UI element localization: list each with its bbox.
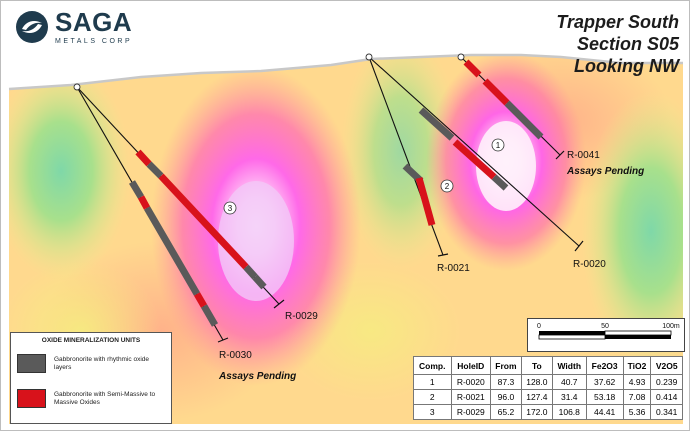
scale-label-100: 100m <box>662 323 680 330</box>
intercept-segment <box>243 264 258 280</box>
intercept-segment <box>463 59 482 78</box>
topography-line <box>8 53 683 91</box>
hole-label-r-0029: R-0029 <box>285 311 318 322</box>
legend-item-rhythmic: Gabbronorite with rhythmic oxide layers <box>17 354 159 373</box>
hole-labels: R-0029 R-0030 Assays Pending R-0021 R-0020 R-… <box>218 150 644 382</box>
intercept-segment <box>158 173 249 270</box>
company-logo: SAGA METALS CORP <box>15 9 132 45</box>
table-cell: 65.2 <box>489 404 522 420</box>
assays-pending-note: Assays Pending <box>566 166 644 177</box>
composite-marker-circle <box>440 179 454 193</box>
table-cell: 4.93 <box>622 374 652 390</box>
table-cell: 2 <box>413 389 452 405</box>
table-row: 2 R-0021 96.0 127.4 31.4 53.18 7.08 0.41… <box>413 389 683 405</box>
intercept-segment <box>491 174 509 191</box>
table-cell: 1 <box>413 374 452 390</box>
table-cell: 0.239 <box>650 374 683 390</box>
intercept-segment <box>482 78 510 106</box>
table-row: 3 R-0029 65.2 172.0 106.8 44.41 5.36 0.3… <box>413 404 683 420</box>
composite-marker-circle <box>491 138 505 152</box>
composite-marker-number: 2 <box>445 182 450 191</box>
assay-table-header: Comp. HoleID From To Width Fe2O3 TiO2 V2… <box>413 356 683 375</box>
table-row: 1 R-0020 87.3 128.0 40.7 37.62 4.93 0.23… <box>413 374 683 390</box>
table-cell: 106.8 <box>551 404 587 420</box>
mineralization-intercepts <box>128 59 544 327</box>
composite-marker-circle <box>223 201 237 215</box>
table-cell: 40.7 <box>551 374 587 390</box>
table-cell: 172.0 <box>520 404 553 420</box>
col-holeid: HoleID <box>450 356 491 375</box>
section-title-line2: Section S05 <box>576 34 679 54</box>
intercept-segment <box>137 195 151 210</box>
col-from: From <box>489 356 522 375</box>
saga-emblem-icon <box>16 11 48 43</box>
hole-label-r-0021: R-0021 <box>437 263 470 274</box>
legend-swatch-rhythmic <box>17 354 46 373</box>
intercept-segment <box>193 292 208 308</box>
legend-title: OXIDE MINERALIZATION UNITS <box>41 337 141 344</box>
col-width: Width <box>551 356 587 375</box>
brand-subtitle: METALS CORP <box>55 38 133 45</box>
intercept-segment <box>135 149 152 167</box>
hole-end-ticks <box>217 150 584 343</box>
table-cell: 0.341 <box>650 404 683 420</box>
intercept-segment <box>143 206 201 296</box>
scale-bar: 0 50 100m <box>527 318 685 352</box>
legend-swatch-massive <box>17 389 46 408</box>
intercept-segment <box>128 180 145 199</box>
table-cell: 96.0 <box>489 389 522 405</box>
section-title-line3: Looking NW <box>574 56 679 76</box>
col-fe2o3: Fe2O3 <box>585 356 624 375</box>
intercept-segment <box>146 161 164 179</box>
table-cell: 127.4 <box>520 389 553 405</box>
brand-name: SAGA <box>55 7 133 37</box>
intercept-segment <box>415 177 436 226</box>
table-cell: R-0029 <box>450 404 491 420</box>
legend-item-massive: Gabbronorite with Semi-Massive to Massiv… <box>17 389 159 408</box>
table-cell: R-0020 <box>450 374 491 390</box>
intercept-segment <box>252 274 267 290</box>
table-cell: 3 <box>413 404 452 420</box>
legend-label-rhythmic: Gabbronorite with rhythmic oxide layers <box>54 355 150 371</box>
table-cell: 44.41 <box>585 404 624 420</box>
table-cell: 87.3 <box>489 374 522 390</box>
table-cell: 53.18 <box>585 389 624 405</box>
composite-markers: 3 2 1 <box>223 138 505 215</box>
intercept-segment <box>504 100 544 140</box>
table-cell: 31.4 <box>551 389 587 405</box>
table-cell: 5.36 <box>622 404 652 420</box>
collar-markers <box>73 53 465 91</box>
table-cell: 37.62 <box>585 374 624 390</box>
legend-label-massive: Gabbronorite with Semi-Massive to Massiv… <box>54 390 156 406</box>
legend-box: OXIDE MINERALIZATION UNITS Gabbronorite … <box>10 332 172 424</box>
col-comp: Comp. <box>413 356 452 375</box>
intercept-segment <box>452 139 497 180</box>
scale-bar-graphic: 0 50 100m <box>537 323 680 340</box>
section-title-line1: Trapper South <box>556 12 679 32</box>
assays-pending-note: Assays Pending <box>218 371 296 382</box>
col-tio2: TiO2 <box>622 356 652 375</box>
scale-label-50: 50 <box>601 323 609 330</box>
composite-marker-number: 1 <box>496 141 501 150</box>
intercept-segment <box>200 304 219 327</box>
table-cell: 7.08 <box>622 389 652 405</box>
section-title: Trapper South Section S05 Looking NW <box>556 11 679 77</box>
intercept-segment <box>418 107 455 141</box>
scale-label-0: 0 <box>537 323 541 330</box>
hole-label-r-0020: R-0020 <box>573 259 606 270</box>
assay-table: Comp. HoleID From To Width Fe2O3 TiO2 V2… <box>413 356 683 420</box>
table-cell: 0.414 <box>650 389 683 405</box>
table-cell: 128.0 <box>520 374 553 390</box>
table-cell: R-0021 <box>450 389 491 405</box>
hole-label-r-0041: R-0041 <box>567 150 600 161</box>
col-to: To <box>520 356 553 375</box>
hole-label-r-0030: R-0030 <box>219 350 252 361</box>
composite-marker-number: 3 <box>228 204 233 213</box>
col-v2o5: V2O5 <box>650 356 683 375</box>
